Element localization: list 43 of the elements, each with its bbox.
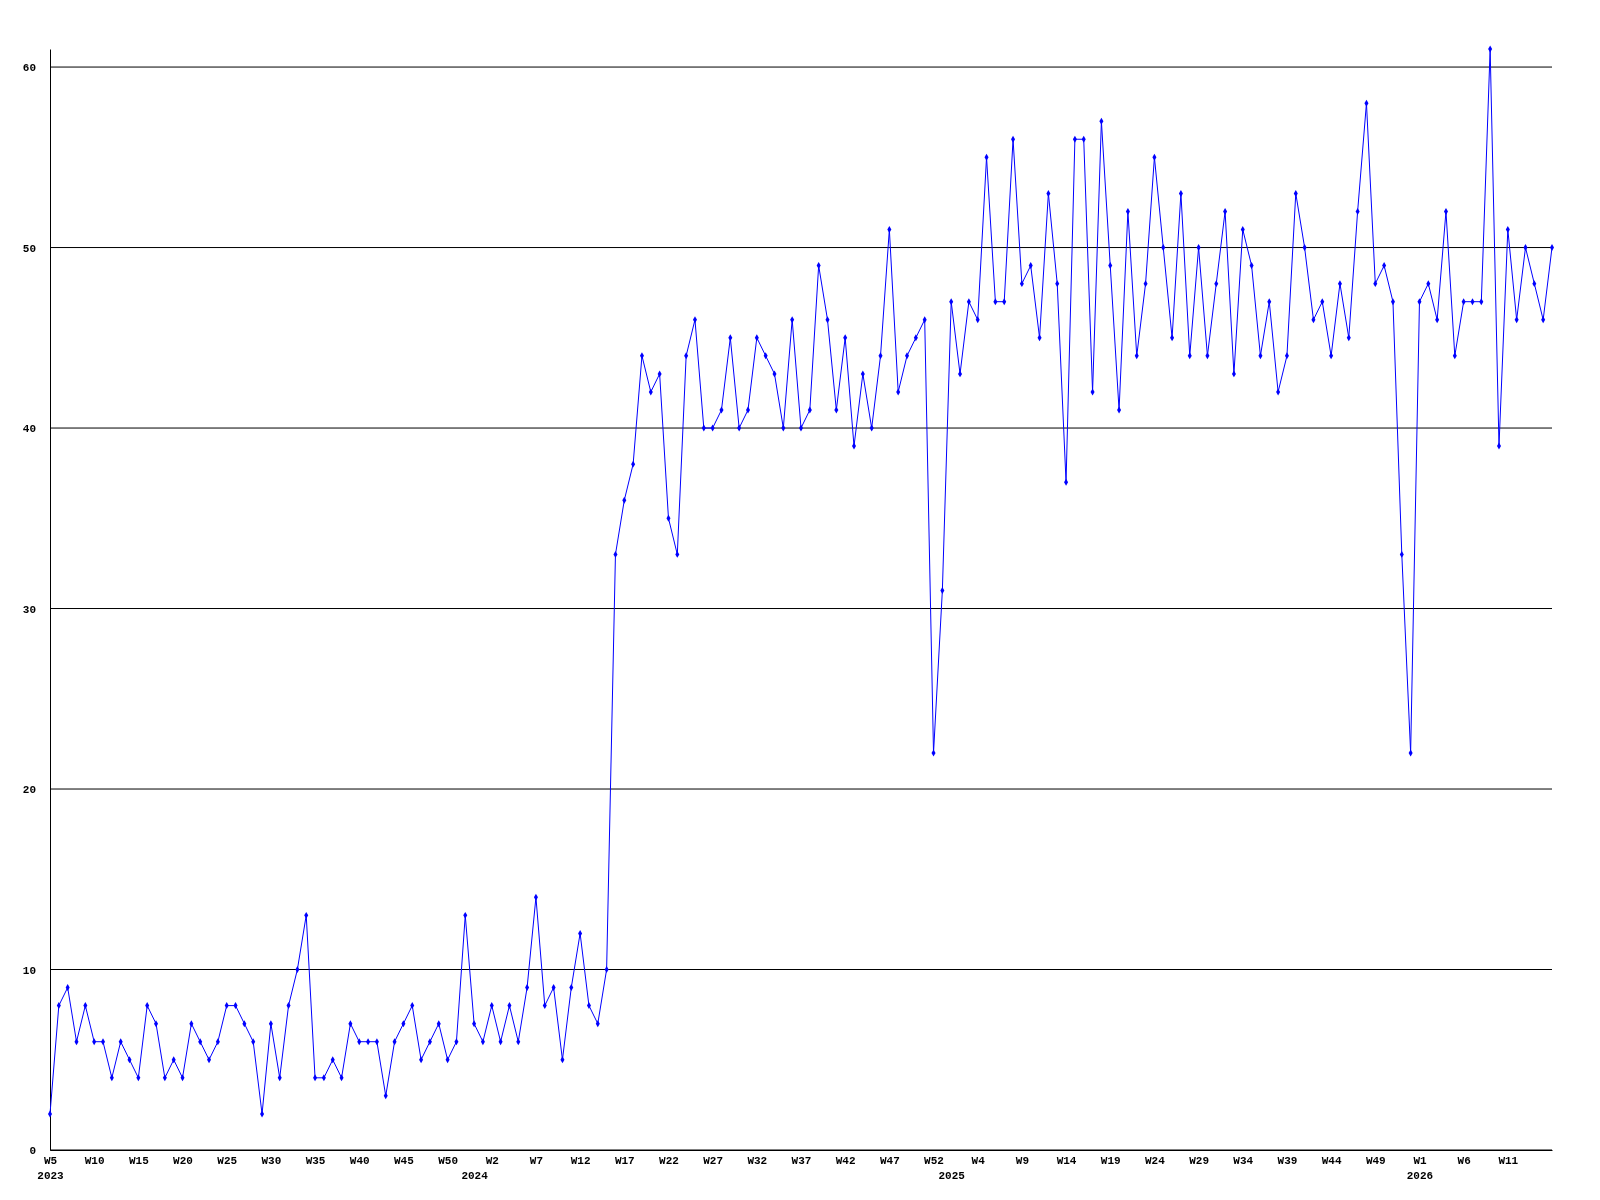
- x-tick-label: W34: [1233, 1155, 1254, 1167]
- x-tick-label: W30: [261, 1155, 282, 1167]
- x-tick-label: W29: [1189, 1155, 1209, 1167]
- x-tick-label: W15: [128, 1155, 150, 1167]
- x-tick-label: W10: [84, 1155, 105, 1167]
- x-tick-label: W1 2026: [1406, 1155, 1434, 1182]
- x-tick-label: 2025: [938, 1170, 966, 1182]
- y-tick-label: 50: [22, 242, 36, 255]
- x-tick-label: W25: [217, 1155, 238, 1167]
- x-tick-label: W49: [1365, 1155, 1386, 1167]
- x-tick-label: W17: [614, 1155, 635, 1167]
- x-tick-label: W50: [438, 1155, 458, 1167]
- x-tick-label: W19: [1100, 1155, 1121, 1167]
- x-tick-label: W45: [394, 1155, 415, 1167]
- x-tick-label: W52: [924, 1155, 944, 1167]
- y-tick-label: 20: [22, 784, 36, 797]
- x-tick-label: W9: [1015, 1155, 1029, 1167]
- x-tick-label: W40: [349, 1155, 370, 1167]
- x-tick-label: W11: [1498, 1155, 1519, 1167]
- x-tick-label: W24: [1145, 1155, 1166, 1167]
- x-tick-label: W44: [1321, 1155, 1342, 1167]
- x-tick-label: W14: [1056, 1155, 1077, 1167]
- x-tick-label: W12: [570, 1155, 591, 1167]
- x-tick-label: W35: [305, 1155, 326, 1167]
- y-tick-label: 0: [29, 1145, 36, 1158]
- x-tick-label: W20: [173, 1155, 193, 1167]
- x-tick-label: W4: [971, 1155, 986, 1167]
- y-tick-label: 10: [22, 964, 36, 977]
- x-tick-label: W22: [659, 1155, 679, 1167]
- x-tick-label: W32: [747, 1155, 768, 1167]
- x-tick-label: W39: [1277, 1155, 1298, 1167]
- x-tick-label: 2024: [461, 1170, 489, 1182]
- x-tick-label: W6: [1457, 1155, 1471, 1167]
- x-tick-label: W47: [879, 1155, 900, 1167]
- x-tick-label: W37: [791, 1155, 812, 1167]
- x-tick-label: W7: [529, 1155, 544, 1167]
- x-tick-label: W42: [835, 1155, 856, 1167]
- y-tick-label: 30: [22, 603, 36, 616]
- y-tick-label: 40: [22, 423, 36, 436]
- x-tick-label: W2: [485, 1155, 499, 1167]
- x-tick-label: W5 2023: [37, 1155, 65, 1182]
- x-tick-label: W27: [703, 1155, 724, 1167]
- y-tick-label: 60: [22, 62, 36, 75]
